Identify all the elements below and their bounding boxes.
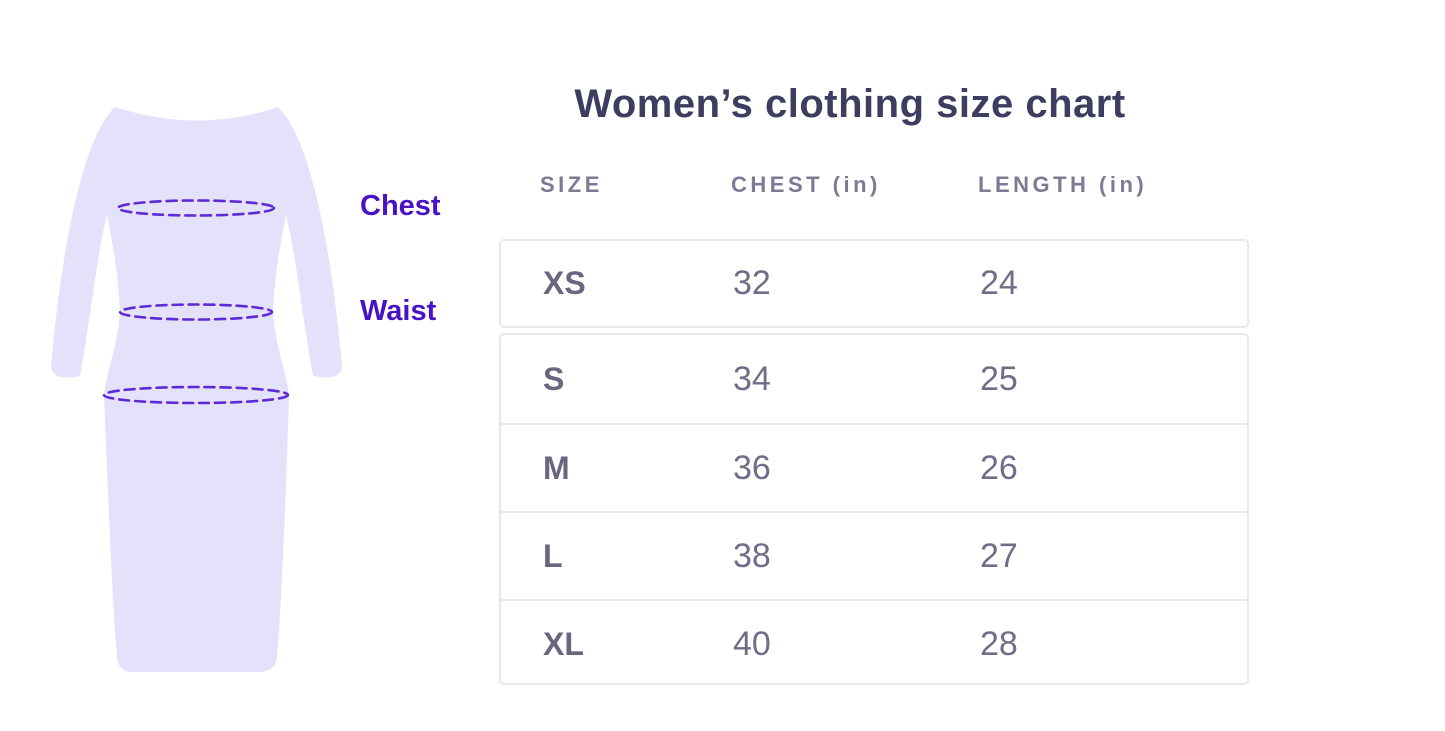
hip-measure-line <box>102 385 290 405</box>
table-row: XL 40 28 <box>501 599 1247 687</box>
size-cell: XS <box>543 265 586 301</box>
column-header-size: SIZE <box>540 172 603 197</box>
chest-label: Chest <box>360 190 441 222</box>
waist-label: Waist <box>360 295 437 327</box>
length-cell: 28 <box>980 624 1018 663</box>
chest-cell: 40 <box>733 624 771 663</box>
chest-measure-line <box>116 199 276 217</box>
page-title: Women’s clothing size chart <box>574 82 1126 126</box>
waist-measure-line <box>118 303 274 321</box>
table-row: L 38 27 <box>501 511 1247 599</box>
size-cell: XL <box>543 625 584 662</box>
length-cell: 27 <box>980 536 1018 575</box>
dress-illustration <box>51 107 342 672</box>
chest-cell: 36 <box>733 448 771 487</box>
table-row: S 34 25 <box>501 335 1247 423</box>
table-row: M 36 26 <box>501 423 1247 511</box>
table-row: XS 32 24 <box>501 241 1247 326</box>
length-cell: 24 <box>980 264 1018 302</box>
length-cell: 26 <box>980 448 1018 487</box>
size-cell: S <box>543 360 565 397</box>
table-row-group-bottom: S 34 25 M 36 26 L 38 27 XL 40 28 <box>499 333 1249 685</box>
length-cell: 25 <box>980 359 1018 398</box>
size-cell: L <box>543 537 563 574</box>
chest-cell: 38 <box>733 536 771 575</box>
table-row-group-top: XS 32 24 <box>499 239 1249 328</box>
column-header-length: LENGTH (in) <box>978 172 1148 197</box>
size-cell: M <box>543 449 570 486</box>
column-header-chest: CHEST (in) <box>731 172 881 197</box>
table-header-row: SIZE CHEST (in) LENGTH (in) <box>499 170 1249 200</box>
chest-cell: 34 <box>733 359 771 398</box>
chest-cell: 32 <box>733 264 771 302</box>
dress-silhouette <box>51 107 342 672</box>
